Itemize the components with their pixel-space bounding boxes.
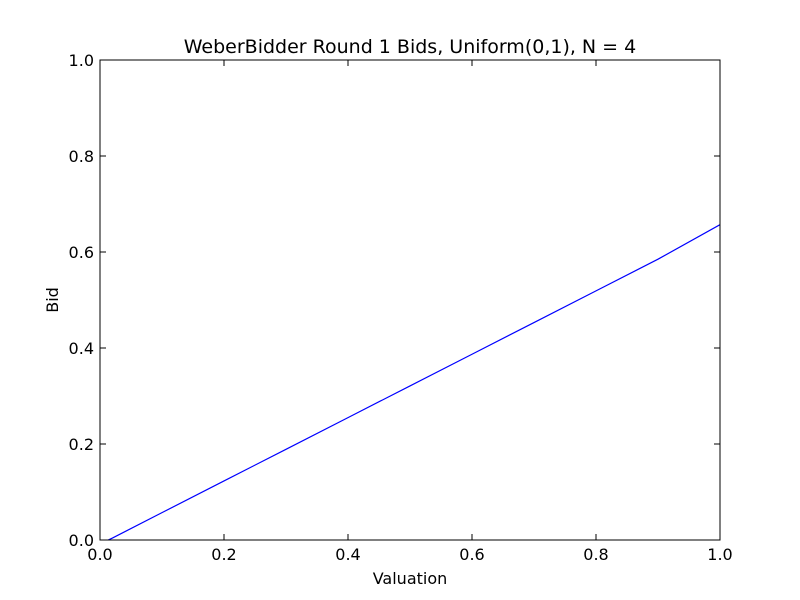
series-line [106, 224, 720, 540]
y-tick-label: 0.2 [69, 435, 94, 454]
ticks-layer: 0.0 0.2 0.4 0.6 0.8 1.0 0.0 0.2 0.4 0.6 0.8 1.0 [69, 51, 733, 564]
y-tick-label: 0.0 [69, 531, 94, 550]
series-layer [106, 224, 720, 540]
y-tick-label: 0.8 [69, 147, 94, 166]
y-tick-label: 0.6 [69, 243, 94, 262]
x-tick-label: 0.6 [459, 545, 484, 564]
x-axis-label: Valuation [373, 569, 448, 588]
chart-title: WeberBidder Round 1 Bids, Uniform(0,1), … [184, 36, 636, 58]
x-tick-label: 0.0 [87, 545, 112, 564]
y-tick-label: 0.4 [69, 339, 94, 358]
x-tick-label: 0.8 [583, 545, 608, 564]
y-tick-label: 1.0 [69, 51, 94, 70]
x-tick-label: 0.2 [211, 545, 236, 564]
x-tick-label: 0.4 [335, 545, 360, 564]
plot-frame [99, 59, 721, 541]
x-tick-label: 1.0 [707, 545, 732, 564]
y-axis-label: Bid [43, 287, 62, 313]
